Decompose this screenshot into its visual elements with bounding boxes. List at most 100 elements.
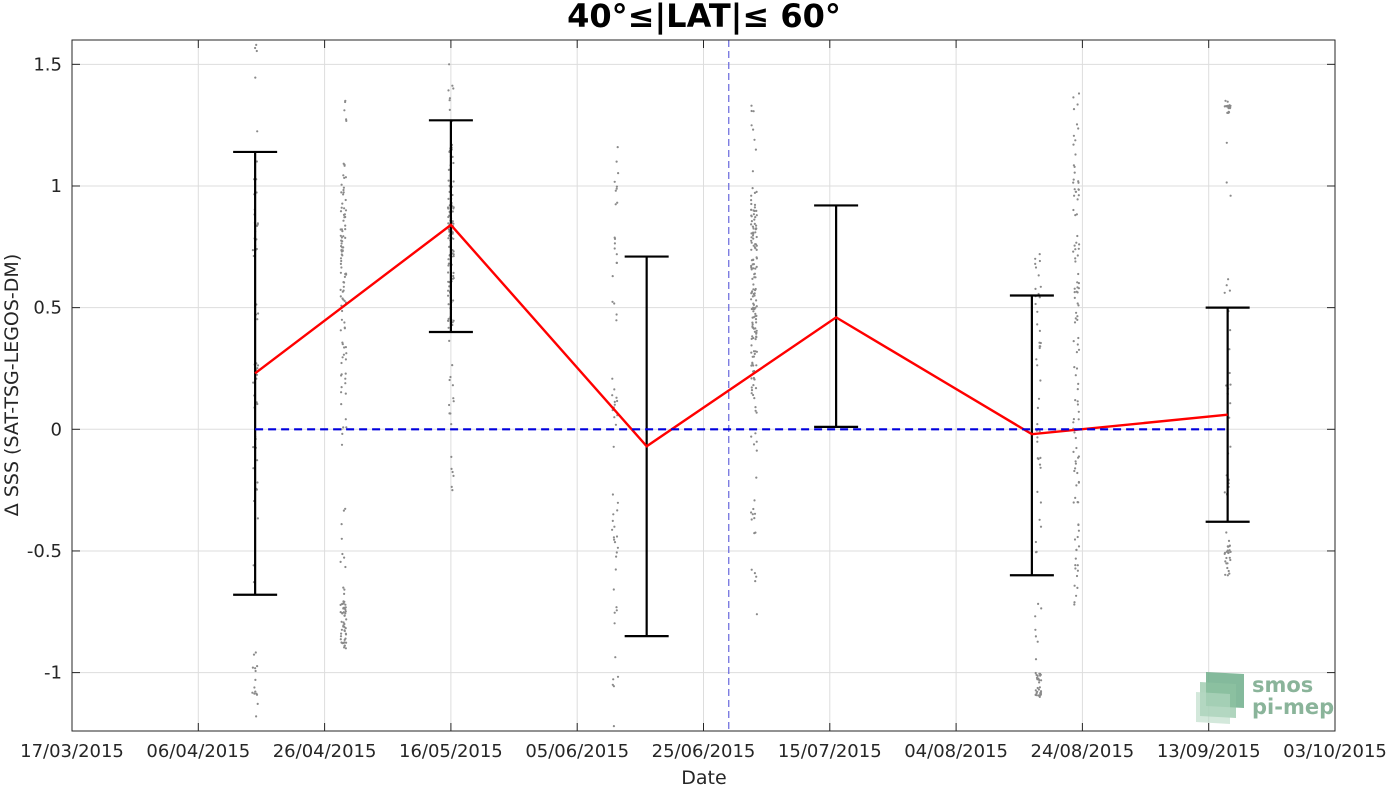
scatter-point (1072, 340, 1075, 343)
scatter-point (343, 207, 346, 210)
scatter-point (1039, 341, 1042, 345)
scatter-point (753, 203, 757, 206)
scatter-point (1077, 455, 1080, 458)
scatter-point (1034, 693, 1037, 697)
scatter-point (1076, 501, 1079, 504)
scatter-point (750, 104, 753, 107)
scatter-point (751, 513, 754, 516)
scatter-point (612, 678, 615, 681)
scatter-point (341, 356, 344, 359)
scatter-point (611, 528, 614, 531)
scatter-point (450, 423, 453, 426)
scatter-point (1073, 366, 1076, 369)
scatter-point (612, 445, 615, 448)
scatter-point (751, 277, 754, 280)
scatter-point (752, 350, 756, 353)
scatter-point (753, 378, 756, 381)
scatter-point (611, 394, 614, 397)
scatter-point (1076, 318, 1079, 321)
scatter-point (750, 264, 753, 268)
scatter-point (345, 118, 348, 121)
x-tick-label: 04/08/2015 (904, 741, 1008, 762)
scatter-point (1225, 284, 1228, 287)
scatter-point (342, 285, 345, 288)
scatter-point (614, 423, 618, 426)
scatter-point (452, 161, 455, 165)
scatter-point (1077, 188, 1080, 191)
scatter-point (614, 189, 617, 192)
logo-text-pimep: pi-mep (1252, 695, 1334, 719)
scatter-point (750, 232, 753, 235)
scatter-point (1077, 481, 1080, 484)
scatter-point (753, 222, 756, 225)
scatter-point (448, 99, 451, 102)
scatter-point (1227, 107, 1230, 110)
scatter-point (344, 358, 347, 361)
scatter-point (1076, 388, 1079, 391)
scatter-point (754, 580, 757, 583)
scatter-point (752, 336, 755, 340)
scatter-point (1039, 285, 1042, 288)
scatter-point (451, 384, 454, 387)
scatter-point (750, 202, 753, 206)
scatter-point (342, 188, 345, 192)
scatter-point (343, 592, 346, 596)
scatter-point (340, 361, 343, 365)
scatter-point (1072, 134, 1075, 137)
scatter-point (755, 190, 758, 193)
scatter-point (256, 367, 259, 370)
scatter-point (344, 647, 347, 650)
scatter-point (255, 43, 258, 47)
scatter-point (750, 199, 753, 202)
scatter-point (1073, 296, 1076, 299)
y-axis-ticks: -1 -0.5 0 0.5 1 1.5 (27, 54, 1335, 684)
scatter-point (1074, 374, 1077, 377)
scatter-point (752, 244, 755, 247)
scatter-point (755, 364, 758, 367)
scatter-point (752, 303, 756, 306)
scatter-point (256, 517, 259, 520)
scatter-point (343, 646, 346, 649)
scatter-point (344, 627, 347, 630)
scatter-point (1077, 410, 1080, 413)
scatter-point (753, 572, 757, 575)
scatter-point (750, 298, 753, 301)
scatter-point (1036, 423, 1039, 426)
scatter-point (345, 426, 348, 429)
scatter-point (755, 575, 758, 578)
scatter-point (452, 271, 455, 274)
scatter-point (1034, 689, 1037, 692)
scatter-point (755, 257, 759, 260)
scatter-point (1035, 692, 1038, 695)
scatter-point (342, 641, 345, 645)
scatter-point (1077, 181, 1080, 184)
scatter-point (1077, 287, 1080, 290)
scatter-point (1038, 346, 1041, 350)
scatter-point (1076, 291, 1079, 294)
scatter-point (616, 546, 620, 549)
scatter-point (1036, 323, 1039, 326)
scatter-point (750, 518, 753, 521)
scatter-point (452, 319, 455, 322)
scatter-point (752, 384, 755, 387)
scatter-point (1034, 628, 1037, 631)
scatter-point (344, 377, 347, 380)
scatter-point (254, 690, 257, 693)
scatter-point (1226, 574, 1229, 577)
x-tick-label: 24/08/2015 (1031, 741, 1135, 762)
scatter-point (751, 307, 754, 310)
scatter-point (754, 338, 757, 341)
scatter-point (344, 633, 348, 636)
scatter-point (1036, 436, 1039, 439)
scatter-point (1039, 501, 1042, 504)
scatter-point (754, 409, 757, 412)
scatter-point (1039, 379, 1042, 382)
scatter-point (613, 302, 616, 305)
scatter-point (341, 309, 344, 313)
scatter-point (448, 339, 451, 342)
scatter-point (1228, 549, 1231, 552)
scatter-point (1074, 260, 1077, 263)
scatter-point (755, 248, 758, 251)
scatter-point (752, 213, 756, 216)
